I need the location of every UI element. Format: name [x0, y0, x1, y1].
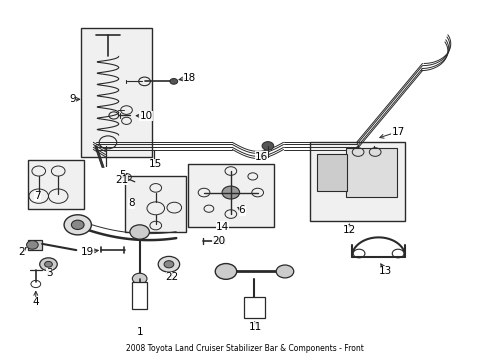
- Text: 22: 22: [165, 272, 179, 282]
- Bar: [316, 154, 346, 192]
- Text: 2008 Toyota Land Cruiser Stabilizer Bar & Components - Front: 2008 Toyota Land Cruiser Stabilizer Bar …: [125, 344, 363, 353]
- Text: 14: 14: [216, 222, 229, 231]
- Circle shape: [44, 261, 52, 267]
- Bar: [27, 160, 83, 209]
- Circle shape: [132, 273, 147, 284]
- Circle shape: [26, 240, 38, 249]
- Circle shape: [262, 141, 273, 150]
- Bar: [125, 176, 185, 232]
- Bar: [243, 297, 264, 318]
- Text: 5: 5: [119, 170, 125, 180]
- Text: 19: 19: [81, 247, 94, 257]
- Text: 2: 2: [18, 247, 24, 257]
- Circle shape: [222, 186, 239, 199]
- Bar: [345, 148, 396, 197]
- Text: 18: 18: [183, 73, 196, 83]
- Circle shape: [276, 265, 293, 278]
- Text: 4: 4: [32, 297, 39, 307]
- Text: 9: 9: [69, 94, 76, 104]
- Text: 7: 7: [34, 191, 41, 201]
- Bar: [27, 240, 42, 250]
- Circle shape: [215, 264, 236, 279]
- Text: 12: 12: [342, 225, 355, 235]
- Bar: [81, 28, 152, 157]
- Circle shape: [71, 220, 84, 229]
- Text: 6: 6: [238, 206, 245, 216]
- Text: 15: 15: [149, 159, 162, 169]
- Bar: [188, 164, 273, 226]
- Bar: [132, 282, 147, 309]
- Text: 16: 16: [254, 152, 267, 162]
- Text: 11: 11: [248, 322, 261, 332]
- Circle shape: [163, 261, 173, 268]
- Text: 17: 17: [391, 127, 404, 136]
- Circle shape: [169, 78, 177, 84]
- Circle shape: [130, 225, 149, 239]
- Text: 10: 10: [139, 111, 152, 121]
- Bar: [310, 142, 405, 221]
- Circle shape: [40, 258, 57, 271]
- Text: 8: 8: [128, 198, 134, 208]
- Text: 20: 20: [212, 236, 225, 246]
- Text: 1: 1: [136, 327, 142, 337]
- Circle shape: [64, 215, 91, 235]
- Text: 3: 3: [46, 268, 53, 278]
- Text: 21: 21: [115, 175, 128, 185]
- Text: 13: 13: [379, 266, 392, 276]
- Circle shape: [158, 256, 179, 272]
